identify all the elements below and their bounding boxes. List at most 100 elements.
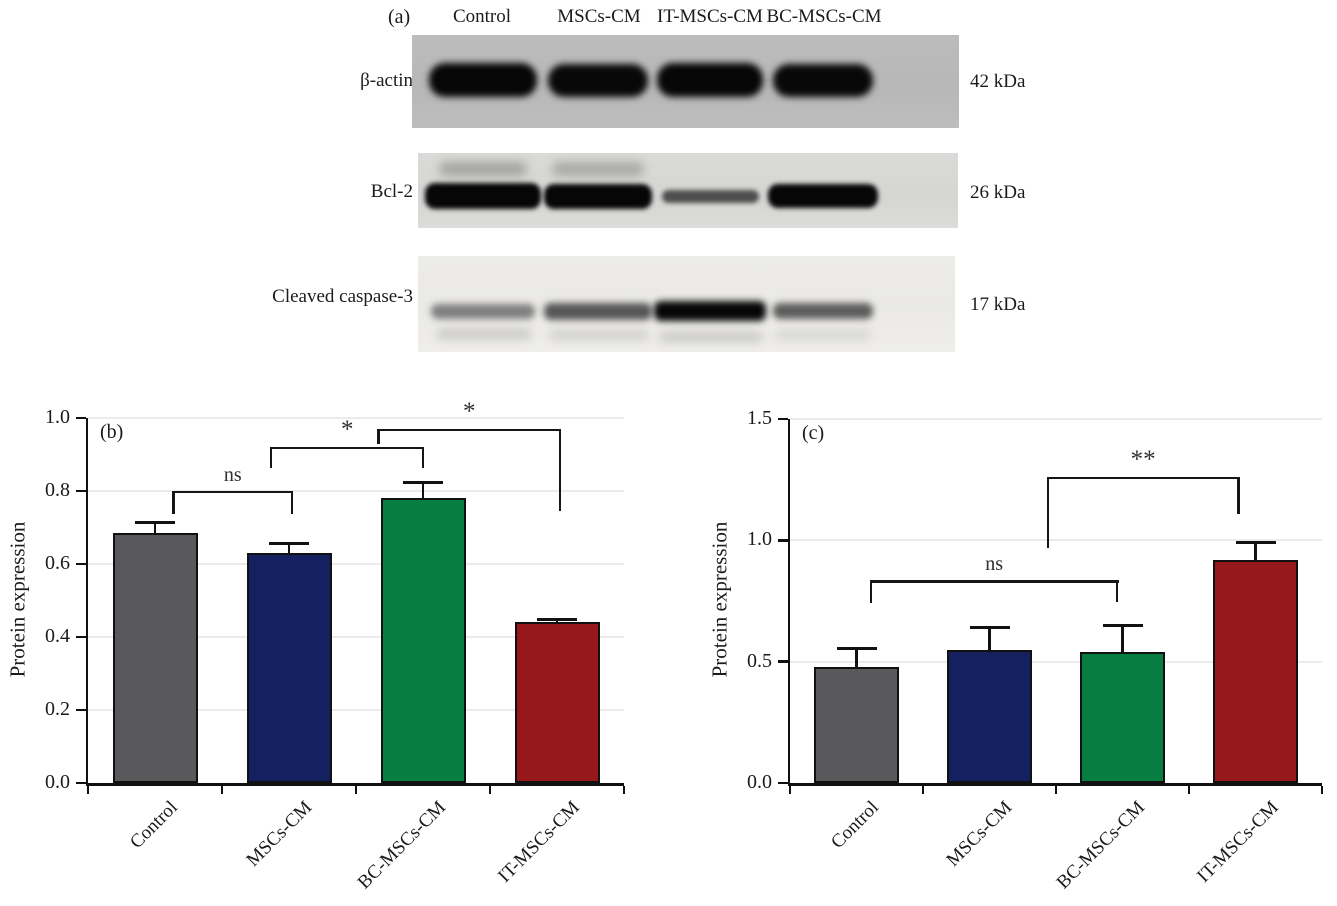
- bar-control: [112, 532, 198, 783]
- x-category-label: IT-MSCs-CM: [494, 797, 584, 887]
- error-bar-cap: [269, 542, 309, 546]
- error-bar-cap: [403, 481, 443, 485]
- y-tick: [76, 635, 86, 639]
- error-bar-cap: [1102, 623, 1143, 627]
- faint-band-smudge: [549, 330, 649, 340]
- panel-label: (b): [100, 421, 124, 443]
- x-tick: [86, 785, 90, 794]
- faint-band-smudge: [775, 330, 871, 340]
- error-bar-stem: [988, 627, 991, 650]
- x-tick: [1054, 785, 1058, 794]
- x-category-label: IT-MSCs-CM: [1192, 797, 1283, 887]
- y-tick-label: 1.0: [747, 528, 772, 551]
- significance-bracket-leg: [290, 491, 293, 514]
- x-tick: [622, 785, 626, 794]
- y-tick: [76, 708, 86, 712]
- x-category-label: BC-MSCs-CM: [353, 797, 450, 894]
- blot-image-cleaved-caspase3: [418, 256, 955, 352]
- x-axis: [787, 783, 1322, 786]
- y-tick: [76, 781, 86, 785]
- error-bar-stem: [1254, 542, 1257, 560]
- lane-header-bc-mscs-cm: BC-MSCs-CM: [766, 6, 882, 27]
- significance-bracket-leg: [1237, 477, 1240, 514]
- gridline: [88, 709, 624, 711]
- significance-bracket-line: [270, 447, 425, 450]
- x-tick: [1187, 785, 1191, 794]
- gridline: [88, 636, 624, 638]
- significance-label: *: [462, 397, 476, 425]
- y-tick-label: 0.8: [45, 479, 70, 501]
- bar-bc-mscs-cm: [1080, 651, 1165, 783]
- lane-header-control: Control: [452, 6, 512, 27]
- y-axis-title: Protein expression: [5, 521, 30, 677]
- x-tick: [1320, 785, 1324, 794]
- gridline: [88, 490, 624, 492]
- error-bar-stem: [855, 648, 858, 667]
- error-bar-stem: [153, 522, 157, 533]
- protein-band: [661, 189, 759, 203]
- y-tick-label: 1.0: [45, 406, 70, 428]
- protein-band: [425, 183, 541, 209]
- protein-band: [431, 303, 535, 319]
- error-bar-stem: [421, 482, 425, 499]
- blot-image-beta-actin: [412, 35, 959, 128]
- error-bar-cap: [969, 626, 1010, 630]
- x-category-label: MSCs-CM: [942, 797, 1017, 871]
- x-category-label: Control: [827, 797, 884, 853]
- y-tick: [76, 416, 86, 420]
- panel-a-label: (a): [388, 6, 411, 28]
- significance-bracket-leg: [558, 428, 561, 512]
- error-bar-stem: [287, 543, 291, 554]
- significance-bracket-line: [172, 491, 293, 494]
- significance-label: ns: [985, 553, 1004, 576]
- y-axis-title: Protein expression: [707, 521, 732, 678]
- significance-bracket-line: [1046, 477, 1240, 480]
- y-tick: [778, 660, 788, 663]
- y-tick-label: 0.5: [747, 649, 772, 672]
- y-tick-label: 0.6: [45, 552, 70, 574]
- gridline: [88, 563, 624, 565]
- error-bar-cap: [836, 646, 877, 650]
- y-tick: [778, 781, 788, 785]
- protein-label-bcl-2: Bcl-2: [370, 181, 413, 202]
- significance-label: ns: [223, 464, 242, 486]
- molecular-weight-17kda: 17 kDa: [970, 294, 1026, 315]
- gridline: [790, 539, 1322, 542]
- x-tick: [354, 785, 358, 794]
- protein-band: [544, 302, 652, 320]
- significance-bracket-line: [869, 580, 1119, 583]
- faint-band-smudge: [552, 162, 644, 176]
- protein-label-cleaved-caspase3: Cleaved caspase-3: [272, 286, 413, 307]
- y-tick: [76, 489, 86, 493]
- significance-label: *: [341, 416, 354, 444]
- y-tick-label: 0.0: [747, 771, 772, 793]
- protein-band: [429, 63, 537, 97]
- y-axis: [85, 418, 88, 786]
- protein-band: [773, 303, 873, 319]
- molecular-weight-26kda: 26 kDa: [970, 182, 1026, 203]
- protein-band: [768, 184, 878, 208]
- y-tick-label: 0.0: [45, 771, 70, 793]
- faint-band-smudge: [659, 332, 763, 342]
- lane-header-it-mscs-cm: IT-MSCs-CM: [657, 6, 763, 27]
- y-tick: [778, 539, 788, 542]
- significance-bracket-leg: [377, 428, 380, 445]
- bar-mscs-cm: [947, 649, 1032, 783]
- faint-band-smudge: [436, 329, 532, 339]
- protein-band: [657, 63, 763, 97]
- protein-band: [654, 301, 766, 321]
- y-tick-label: 1.5: [747, 407, 772, 429]
- protein-band: [544, 183, 652, 209]
- error-bar-stem: [1121, 625, 1124, 652]
- x-category-label: MSCs-CM: [242, 797, 316, 871]
- bar-it-mscs-cm: [1213, 559, 1298, 783]
- x-axis: [85, 783, 624, 786]
- bar-bc-mscs-cm: [380, 498, 466, 783]
- x-category-label: BC-MSCs-CM: [1053, 797, 1150, 894]
- bar-it-mscs-cm: [514, 622, 600, 783]
- significance-bracket-leg: [270, 447, 273, 468]
- significance-bracket-leg: [1116, 580, 1119, 603]
- x-tick: [921, 785, 925, 794]
- bar-mscs-cm: [246, 553, 332, 783]
